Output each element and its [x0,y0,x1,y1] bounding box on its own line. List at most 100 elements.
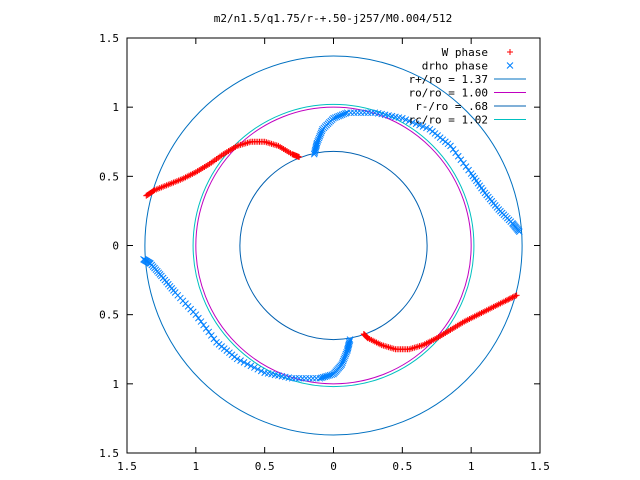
w-phase-point [361,332,368,339]
y-tick-label: 0.5 [99,309,119,322]
drho-phase-point [202,325,210,332]
x-tick-label: 1 [193,460,200,473]
drho-phase-point [295,374,303,382]
drho-phase-point [402,116,410,123]
drho-phase-point [312,374,320,382]
drho-phase-point [423,124,430,132]
drho-phase-point [302,374,310,382]
y-tick-label: 1 [112,378,119,391]
drho-phase-point [350,109,358,117]
drho-phase-point [315,136,322,144]
x-tick-label: 0.5 [255,460,275,473]
drho-phase-point [250,364,258,371]
chart-title: m2/n1.5/q1.75/r-+.50-j257/M0.004/512 [214,12,452,25]
w-phase-point [512,292,519,299]
drho-phase-point [416,121,423,129]
circle-ro [195,106,472,385]
y-tick-label: 1.5 [99,447,119,460]
drho-phase-point [449,146,457,153]
drho-phase-point [315,134,323,142]
drho-phase-point [339,357,347,365]
drho-phase-point [341,352,349,360]
y-tick-label: 1.5 [99,32,119,45]
w-phase-point [503,297,510,304]
w-phase-point [150,187,157,194]
w-phase-point [360,331,367,338]
drho-phase-point [343,347,351,354]
legend-label: r+/ro = 1.37 [409,73,488,86]
x-tick-label: 0.5 [392,460,412,473]
drho-phase-point [247,362,255,370]
legend-label: ro/ro = 1.00 [409,87,488,100]
w-phase-point [509,294,516,301]
drho-phase-point [313,139,321,147]
drho-phase-point [419,123,427,130]
drho-phase-point [333,113,341,121]
axis-ticks: 1.5 1 0.5 0 0.5 1 1.51.510.500.511.5 [99,32,550,473]
drho-phase-point [210,335,218,343]
drho-phase-point [314,138,322,145]
drho-phase-point [331,114,339,121]
y-tick-label: 0 [112,240,119,253]
drho-phase-point [447,142,454,150]
drho-phase-point [338,111,346,119]
drho-phase-point [398,114,406,122]
drho-phase-point [257,367,265,375]
reference-circles [144,55,523,436]
legend-label: W phase [442,46,488,59]
drho-phase-point [309,374,317,382]
circle-rc [192,103,475,388]
drho-phase-point [452,149,460,157]
x-tick-label: 0 [330,460,337,473]
x-tick-label: 1.5 [530,460,550,473]
drho-phase-point [515,228,523,236]
w-phase-point [506,295,513,302]
drho-phase-point [340,355,348,363]
legend-label: r-/ro = .68 [415,100,488,113]
drho-phase-point [465,166,472,174]
drho-phase-point [460,159,467,167]
drho-phase-point [412,120,420,128]
drho-phase-point [261,369,269,377]
drho-phase-point [330,114,337,122]
drho-phase-point [357,109,365,117]
drho-phase-point [197,318,205,325]
drho-phase-point [213,338,220,346]
drho-phase-point [405,117,413,125]
drho-phase-point [207,332,215,339]
w-phase-point [507,49,513,55]
drho-phase-point [317,131,324,138]
drho-phase-point [364,109,372,117]
w-phase-point [505,296,512,303]
drho-phase-point [244,360,251,368]
drho-phase-point [354,109,361,117]
circle-r+ [144,55,523,436]
drho-phase-point [457,156,465,164]
circle-r- [239,150,428,341]
x-tick-label: 1.5 [117,460,137,473]
drho-phase-point [341,354,348,361]
drho-phase-point [506,62,514,69]
drho-phase-point [342,350,350,358]
data-points [140,109,523,382]
drho-phase-point [317,129,325,137]
drho-phase-point [462,163,470,171]
w-phase-point [296,153,303,160]
w-phase-point [513,292,520,299]
w-phase-point [361,331,368,338]
w-phase-point [508,295,515,302]
w-phase-point [510,293,517,300]
drho-phase-point [318,127,326,135]
drho-phase-point [140,255,147,263]
drho-phase-point [205,328,213,336]
drho-phase-point [237,357,244,365]
legend-label: drho phase [422,60,488,73]
drho-phase-point [340,110,348,118]
drho-phase-point [254,365,262,373]
y-tick-label: 0.5 [99,170,119,183]
drho-phase-point [306,374,313,382]
drho-phase-point [240,359,248,366]
x-tick-label: 1 [468,460,475,473]
drho-phase-point [200,321,207,329]
